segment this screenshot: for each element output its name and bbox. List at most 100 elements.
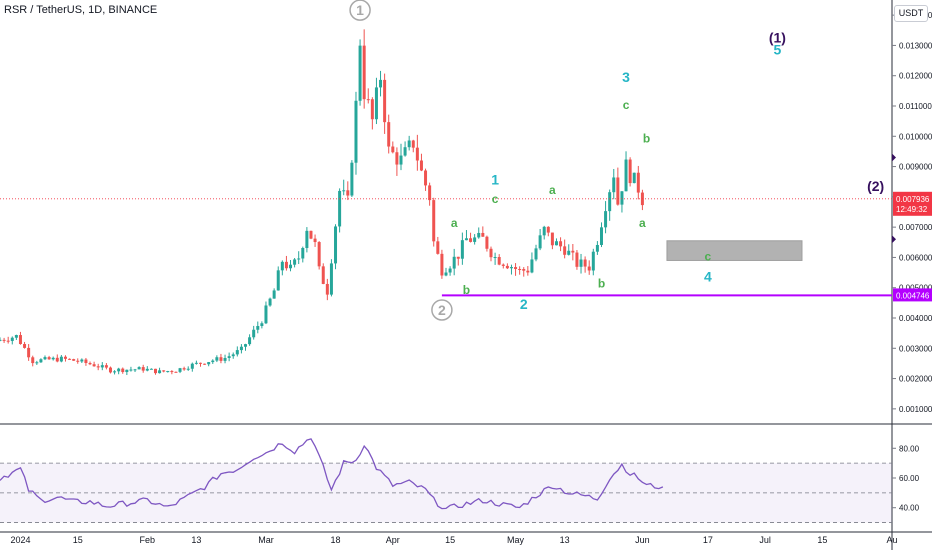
candle-up xyxy=(595,244,599,252)
candle-down xyxy=(47,357,51,360)
candle-down xyxy=(636,172,640,193)
candle-down xyxy=(370,99,374,120)
candle-down xyxy=(432,200,436,242)
candle-up xyxy=(0,339,2,341)
candle-down xyxy=(419,160,423,171)
candle-down xyxy=(391,146,395,153)
candle-up xyxy=(338,190,342,227)
time-tick-label: 15 xyxy=(445,535,455,545)
candle-up xyxy=(80,359,84,362)
candle-down xyxy=(424,170,428,186)
candle-up xyxy=(133,369,137,371)
time-tick-label: Feb xyxy=(140,535,156,545)
candle-up xyxy=(207,362,211,365)
candle-up xyxy=(268,298,272,306)
last-price-tag xyxy=(893,191,932,216)
support-price-label: 0.004746 xyxy=(896,291,930,300)
candle-up xyxy=(186,368,190,370)
candle-down xyxy=(121,368,125,373)
rsi-tick-label: 40.00 xyxy=(899,504,920,513)
candle-down xyxy=(325,283,329,295)
candle-up xyxy=(10,337,14,341)
candle-up xyxy=(43,357,47,360)
candle-down xyxy=(313,238,317,243)
candle-up xyxy=(354,100,358,163)
candle-up xyxy=(448,268,452,273)
candle-down xyxy=(84,359,88,363)
wave-label: 4 xyxy=(704,269,712,285)
target-zone-box xyxy=(666,240,803,261)
candle-up xyxy=(51,357,55,360)
wave-label: (1) xyxy=(769,29,786,45)
candle-down xyxy=(321,266,325,284)
price-tick-label: 0.009000 xyxy=(899,163,932,172)
candle-down xyxy=(27,347,31,358)
candle-up xyxy=(137,367,141,370)
candle-down xyxy=(415,147,419,161)
candle-up xyxy=(215,357,219,361)
wave-label: 1 xyxy=(491,172,499,188)
candle-up xyxy=(39,359,43,363)
candle-down xyxy=(203,363,207,365)
candle-up xyxy=(244,344,248,347)
candle-down xyxy=(31,357,35,364)
candle-up xyxy=(493,257,497,259)
candle-up xyxy=(190,363,194,369)
wave-label: (2) xyxy=(867,178,884,194)
wave-label: b xyxy=(598,277,605,291)
candle-down xyxy=(23,344,27,348)
candle-down xyxy=(182,368,186,370)
candle-down xyxy=(575,252,579,267)
wave-label-circle xyxy=(431,299,453,321)
candle-up xyxy=(276,270,280,291)
time-tick-label: Apr xyxy=(386,535,400,545)
support-price-tag xyxy=(893,288,932,302)
candle-up xyxy=(604,211,608,228)
candle-up xyxy=(293,259,297,265)
time-tick-label: Mar xyxy=(258,535,274,545)
price-tick-label: 0.004000 xyxy=(899,314,932,323)
candle-up xyxy=(100,365,104,368)
price-tick-label: 0.003000 xyxy=(899,344,932,353)
candle-up xyxy=(350,162,354,196)
candle-down xyxy=(362,45,366,100)
candle-up xyxy=(534,248,538,260)
candle-down xyxy=(366,99,370,101)
candle-up xyxy=(342,190,346,192)
wave-label: c xyxy=(623,98,630,112)
candle-up xyxy=(509,267,513,269)
candle-down xyxy=(55,357,59,362)
candle-down xyxy=(170,371,174,373)
candle-up xyxy=(358,45,362,101)
axis-marker xyxy=(892,235,896,244)
candle-up xyxy=(374,87,378,120)
time-tick-label: May xyxy=(507,535,525,545)
candle-up xyxy=(567,250,571,255)
candle-up xyxy=(59,356,63,362)
price-tick-label: 0.007000 xyxy=(899,223,932,232)
candle-down xyxy=(497,257,501,265)
candle-down xyxy=(219,357,223,361)
candle-up xyxy=(473,237,477,242)
candle-up xyxy=(612,177,616,193)
candle-up xyxy=(379,79,383,88)
currency-button[interactable]: USDT xyxy=(894,5,928,22)
candle-up xyxy=(239,346,243,351)
candle-up xyxy=(280,261,284,271)
candle-up xyxy=(252,329,256,338)
candle-down xyxy=(284,261,288,269)
wave-label: a xyxy=(549,183,556,197)
candle-up xyxy=(166,371,170,373)
wave-label: c xyxy=(492,192,499,206)
candle-down xyxy=(571,250,575,253)
candle-down xyxy=(6,340,10,342)
candle-up xyxy=(444,272,448,276)
price-tick-label: 0.001000 xyxy=(899,405,932,414)
candle-up xyxy=(554,241,558,246)
candle-down xyxy=(92,364,96,367)
candle-down xyxy=(104,365,108,368)
wave-label: b xyxy=(643,131,650,145)
time-tick-label: 15 xyxy=(817,535,827,545)
candle-up xyxy=(334,226,338,264)
